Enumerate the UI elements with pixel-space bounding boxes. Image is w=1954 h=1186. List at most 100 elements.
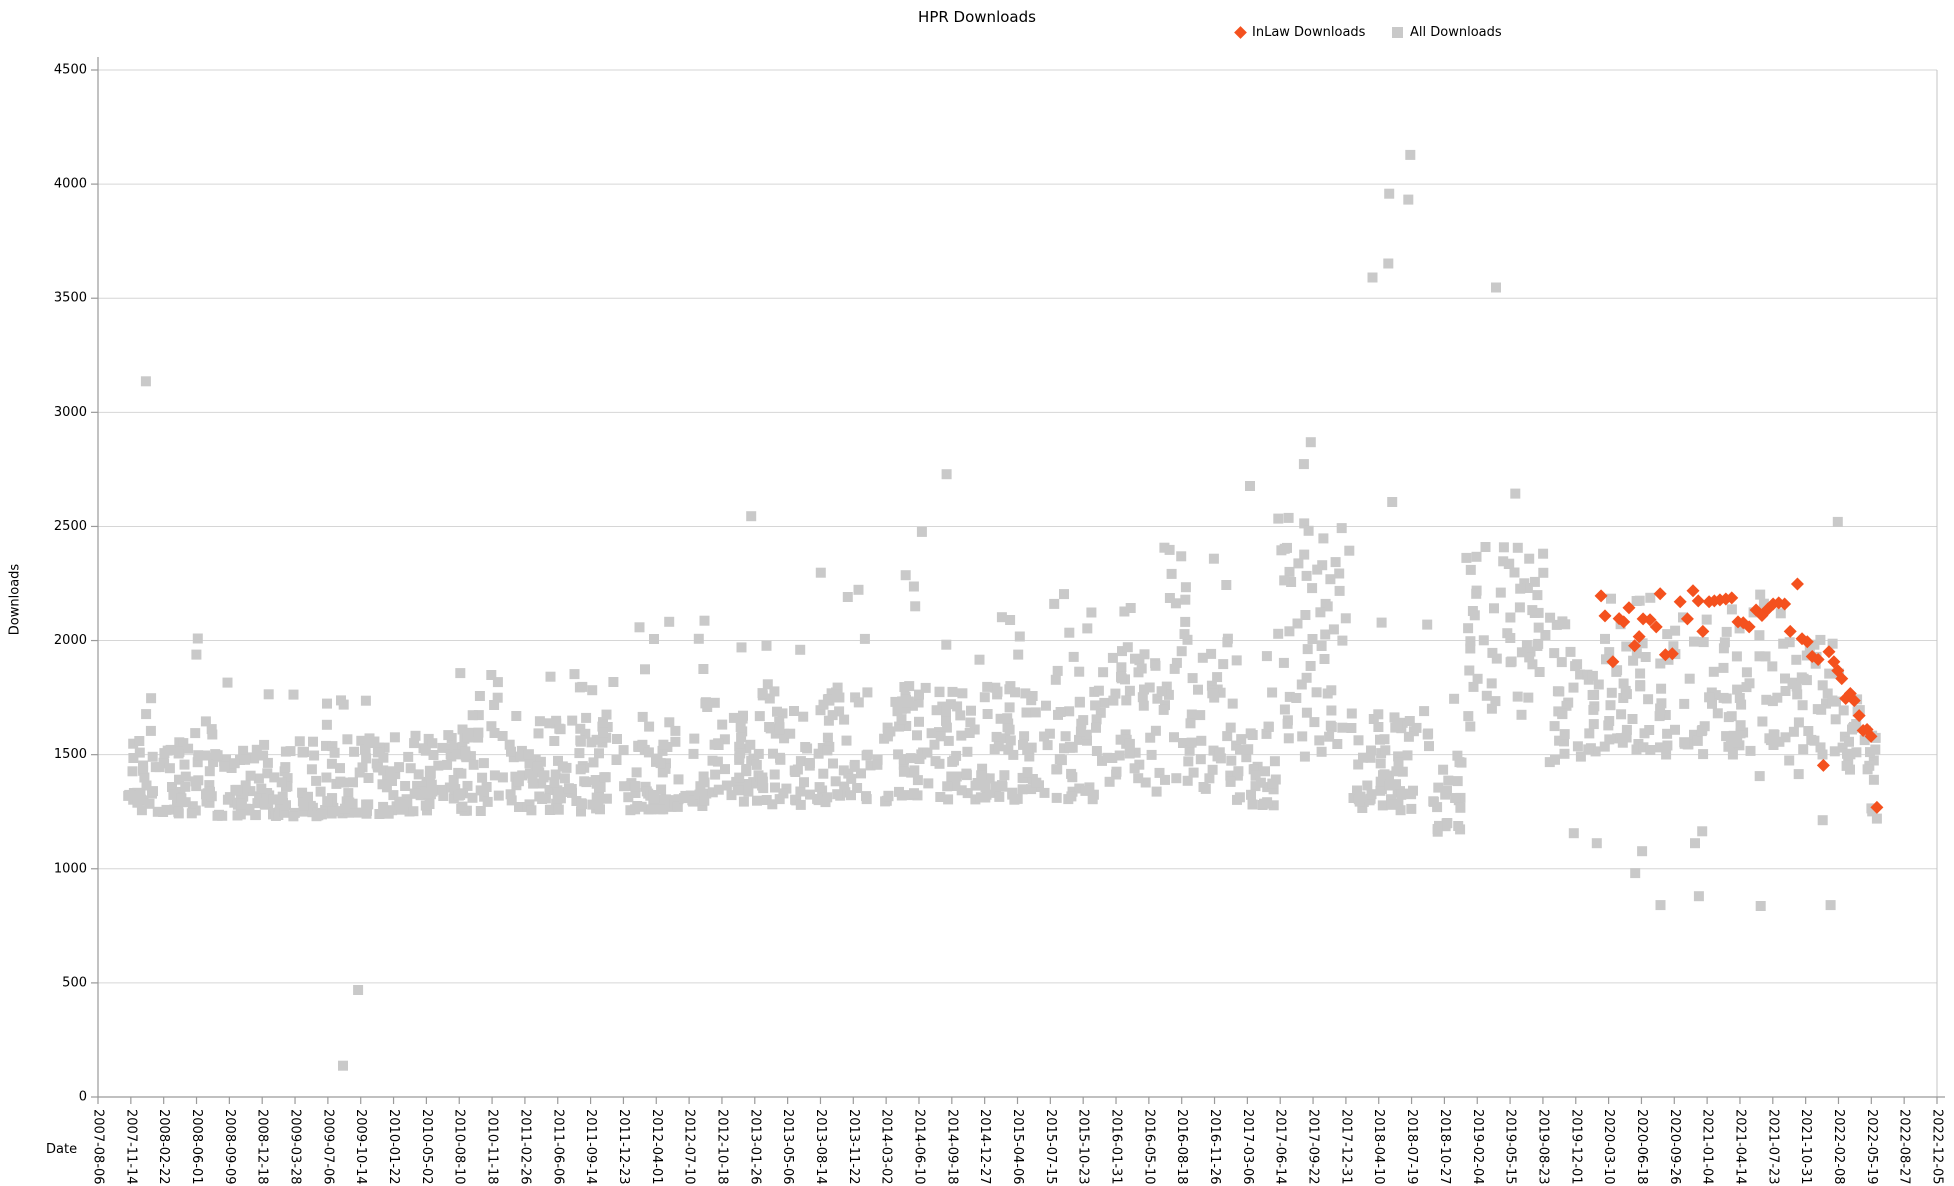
all-downloads-point	[173, 806, 184, 817]
all-downloads-point	[1365, 752, 1376, 763]
all-downloads-point	[263, 689, 274, 700]
all-downloads-point	[1283, 512, 1294, 523]
all-downloads-point	[587, 799, 598, 810]
all-downloads-point	[1522, 583, 1533, 593]
all-downloads-point	[955, 710, 966, 721]
all-downloads-point	[553, 804, 564, 815]
all-downloads-point	[477, 772, 488, 783]
all-downloads-point	[557, 761, 568, 772]
all-downloads-point	[1491, 653, 1502, 664]
all-downloads-point	[1533, 622, 1544, 633]
inlaw-downloads-point	[1725, 591, 1739, 605]
all-downloads-point	[1839, 731, 1850, 742]
all-downloads-point	[460, 746, 471, 757]
all-downloads-point	[697, 801, 708, 811]
all-downloads-point	[994, 791, 1005, 802]
all-downloads-point	[778, 788, 789, 799]
all-downloads-point	[1302, 644, 1313, 655]
all-downloads-point	[1588, 704, 1599, 715]
all-downloads-point	[1443, 775, 1454, 786]
all-downloads-point	[977, 763, 988, 774]
all-downloads-point	[1422, 619, 1433, 630]
all-downloads-point	[601, 793, 612, 804]
all-downloads-point	[1267, 687, 1278, 698]
all-downloads-point	[644, 721, 655, 732]
all-downloads-point	[1621, 732, 1632, 743]
all-downloads-point	[132, 787, 143, 798]
all-downloads-point	[1760, 651, 1771, 662]
all-downloads-point	[1082, 623, 1093, 634]
all-downloads-point	[664, 717, 675, 728]
all-downloads-point	[1512, 542, 1523, 553]
all-downloads-point	[972, 778, 983, 788]
all-downloads-point	[789, 706, 799, 716]
all-downloads-point	[1039, 731, 1050, 742]
all-downloads-point	[1867, 806, 1878, 817]
all-downloads-point	[545, 804, 556, 815]
all-downloads-point	[360, 695, 371, 706]
all-downloads-point	[549, 736, 560, 746]
all-downloads-point	[1618, 678, 1629, 689]
all-downloads-point	[634, 622, 645, 633]
all-downloads-point	[422, 788, 433, 799]
all-downloads-point	[1074, 697, 1085, 708]
all-downloads-point	[1197, 652, 1208, 663]
all-downloads-point	[1354, 796, 1365, 807]
y-tick-labels: 0 500 1000 1500 2000 2500 3000 3500 4000 4500	[54, 63, 98, 1105]
all-downloads-point	[1754, 630, 1765, 641]
all-downloads-point	[1245, 481, 1255, 491]
all-downloads-point	[212, 810, 223, 821]
all-downloads-point	[923, 778, 934, 789]
all-downloads-point	[139, 772, 150, 783]
all-downloads-point	[539, 770, 550, 781]
all-downloads-point	[159, 748, 170, 759]
all-downloads-point	[1404, 716, 1415, 726]
all-downloads-point	[1198, 782, 1209, 792]
all-downloads-point	[1125, 603, 1136, 613]
all-downloads-point	[551, 718, 562, 729]
all-downloads-point	[767, 799, 778, 810]
all-downloads-point	[1075, 726, 1086, 737]
all-downloads-point	[846, 773, 857, 784]
all-downloads-point	[1102, 752, 1113, 763]
all-downloads-point	[1601, 654, 1611, 665]
all-downloads-point	[1465, 643, 1476, 654]
all-downloads-point	[1698, 637, 1709, 648]
all-downloads-point	[1697, 826, 1708, 837]
all-downloads-point	[700, 698, 711, 709]
all-downloads-point	[1022, 767, 1033, 778]
all-downloads-point	[1708, 666, 1719, 677]
all-downloads-point	[175, 787, 186, 797]
all-downloads-point	[259, 739, 270, 750]
all-downloads-point	[147, 751, 158, 762]
all-downloads-point	[1660, 710, 1671, 720]
all-downloads-point	[1124, 748, 1135, 759]
all-downloads-point	[1832, 516, 1843, 527]
all-downloads-point	[1529, 576, 1540, 587]
all-downloads-point	[859, 633, 870, 644]
x-tick-label: 2010-05-02	[419, 1109, 434, 1185]
all-downloads-point	[980, 782, 991, 792]
all-downloads-point	[338, 699, 349, 710]
all-downloads-point	[1384, 188, 1395, 199]
all-downloads-point	[1545, 612, 1556, 623]
all-downloads-point	[515, 751, 526, 762]
all-downloads-point	[1091, 746, 1102, 756]
all-downloads-point	[1248, 764, 1259, 775]
all-downloads-point	[1352, 785, 1362, 796]
all-downloads-point	[138, 760, 149, 771]
all-downloads-point	[1255, 777, 1266, 788]
all-downloads-point	[898, 754, 909, 765]
all-downloads-point	[728, 712, 739, 723]
y-tick-label: 4000	[54, 177, 87, 192]
x-tick-label: 2008-06-01	[189, 1109, 204, 1185]
all-downloads-point	[322, 698, 332, 709]
all-downloads-point	[1384, 780, 1395, 791]
all-downloads-point	[1087, 794, 1098, 805]
all-downloads-point	[721, 780, 732, 791]
all-downloads-point	[991, 731, 1002, 742]
inlaw-downloads-point	[1606, 655, 1620, 669]
all-downloads-point	[1267, 778, 1278, 789]
all-downloads-point	[1090, 700, 1101, 711]
all-downloads-point	[1319, 654, 1330, 664]
